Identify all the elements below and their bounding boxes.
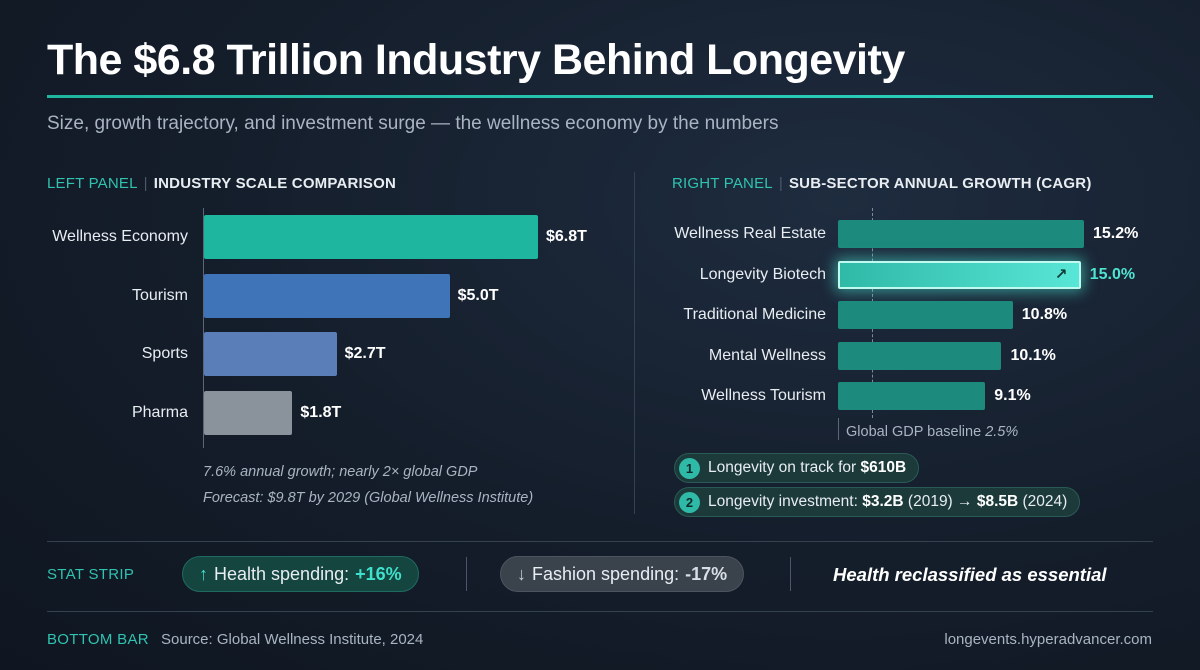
callout-number-1: 1	[679, 457, 700, 479]
bar-value-label: $6.8T	[546, 228, 587, 245]
right-panel-tag: RIGHT PANEL	[672, 175, 773, 192]
title-underline	[47, 95, 1153, 98]
stat-strip-label: STAT STRIP	[47, 566, 135, 583]
left-chart-axis	[203, 208, 204, 448]
strip-statement: Health reclassified as essential	[833, 564, 1107, 585]
cagr-value-label: 10.1%	[1010, 346, 1056, 364]
cagr-category-label: Wellness Real Estate	[674, 225, 826, 242]
cagr-value-label: 15.0%	[1089, 265, 1136, 283]
source-credit: Source: Global Wellness Institute, 2024	[161, 631, 424, 648]
left-panel-title: INDUSTRY SCALE COMPARISON	[153, 175, 397, 192]
health-spending-value: +16%	[355, 563, 402, 584]
scale-bar	[204, 390, 293, 435]
callout-number-2: 2	[679, 491, 700, 513]
baseline-label: Global GDP baseline 2.5%	[846, 424, 1019, 440]
arrow-up-icon: ↑	[199, 563, 208, 584]
cagr-value-label: 10.8%	[1021, 306, 1068, 323]
fashion-spending-value: -17%	[685, 563, 728, 584]
panel-divider	[634, 172, 635, 514]
baseline-tick	[838, 418, 839, 440]
callout-bold-2a: $3.2B	[862, 493, 904, 510]
strip-separator	[466, 557, 467, 591]
callout-longevity-investment: 2 Longevity investment: $3.2B (2019) → $…	[674, 487, 1081, 517]
bar-value-label: $5.0T	[457, 286, 499, 304]
scale-bar	[204, 215, 538, 259]
callout-bold-2b: $8.5B	[976, 493, 1019, 510]
baseline-value: 2.5%	[985, 424, 1019, 440]
cagr-category-label: Wellness Tourism	[701, 387, 826, 404]
cagr-category-label: Mental Wellness	[708, 346, 826, 364]
page-title: The $6.8 Trillion Industry Behind Longev…	[47, 36, 905, 84]
cagr-category-label: Longevity Biotech	[699, 265, 826, 283]
right-panel-title: SUB-SECTOR ANNUAL GROWTH (CAGR)	[788, 175, 1092, 192]
left-panel-tag: LEFT PANEL	[47, 175, 138, 192]
callout-text-1: Longevity on track for	[708, 459, 861, 476]
cagr-bar	[838, 220, 1084, 248]
scale-bar	[204, 273, 450, 318]
cagr-value-label: 9.1%	[994, 387, 1031, 404]
growth-note: 7.6% annual growth; nearly 2× global GDP	[203, 464, 478, 480]
callout-bold-1: $610B	[860, 459, 907, 476]
bar-category-label: Pharma	[131, 403, 188, 421]
bar-category-label: Wellness Economy	[52, 228, 188, 245]
right-panel-heading: RIGHT PANEL | SUB-SECTOR ANNUAL GROWTH (CA…	[672, 175, 1092, 192]
callout-mid-2: (2019) →	[903, 493, 977, 510]
cagr-bar	[838, 341, 1002, 370]
cagr-value-label: 15.2%	[1093, 225, 1139, 242]
bottom-rule	[47, 611, 1153, 612]
bar-value-label: $1.8T	[300, 403, 342, 421]
cagr-bar	[838, 382, 986, 410]
left-panel-heading: LEFT PANEL | INDUSTRY SCALE COMPARISON	[47, 175, 397, 192]
cagr-category-label: Traditional Medicine	[683, 306, 826, 323]
scale-bar	[204, 332, 337, 376]
arrow-down-icon: ↓	[517, 563, 526, 584]
forecast-note: Forecast: $9.8T by 2029 (Global Wellness…	[203, 490, 534, 506]
cagr-bar-highlight	[838, 260, 1081, 289]
page-subtitle: Size, growth trajectory, and investment …	[47, 113, 779, 134]
callout-longevity-track: 1 Longevity on track for $610B	[674, 453, 920, 483]
cagr-bar	[838, 301, 1013, 329]
site-link[interactable]: longevents.hyperadvancer.com	[944, 631, 1152, 648]
bar-category-label: Sports	[141, 345, 188, 362]
trend-up-arrow-icon: ↗	[1054, 265, 1068, 283]
strip-top-rule	[47, 541, 1153, 542]
callout-end-2: (2024)	[1018, 493, 1068, 510]
health-spending-pill: ↑ Health spending: +16%	[182, 556, 419, 592]
bottom-bar-label: BOTTOM BAR	[47, 631, 149, 648]
fashion-spending-pill: ↓ Fashion spending: -17%	[500, 556, 745, 592]
bar-category-label: Tourism	[131, 286, 188, 304]
bar-value-label: $2.7T	[344, 345, 386, 362]
strip-separator	[790, 557, 791, 591]
callout-text-2: Longevity investment:	[708, 493, 863, 510]
